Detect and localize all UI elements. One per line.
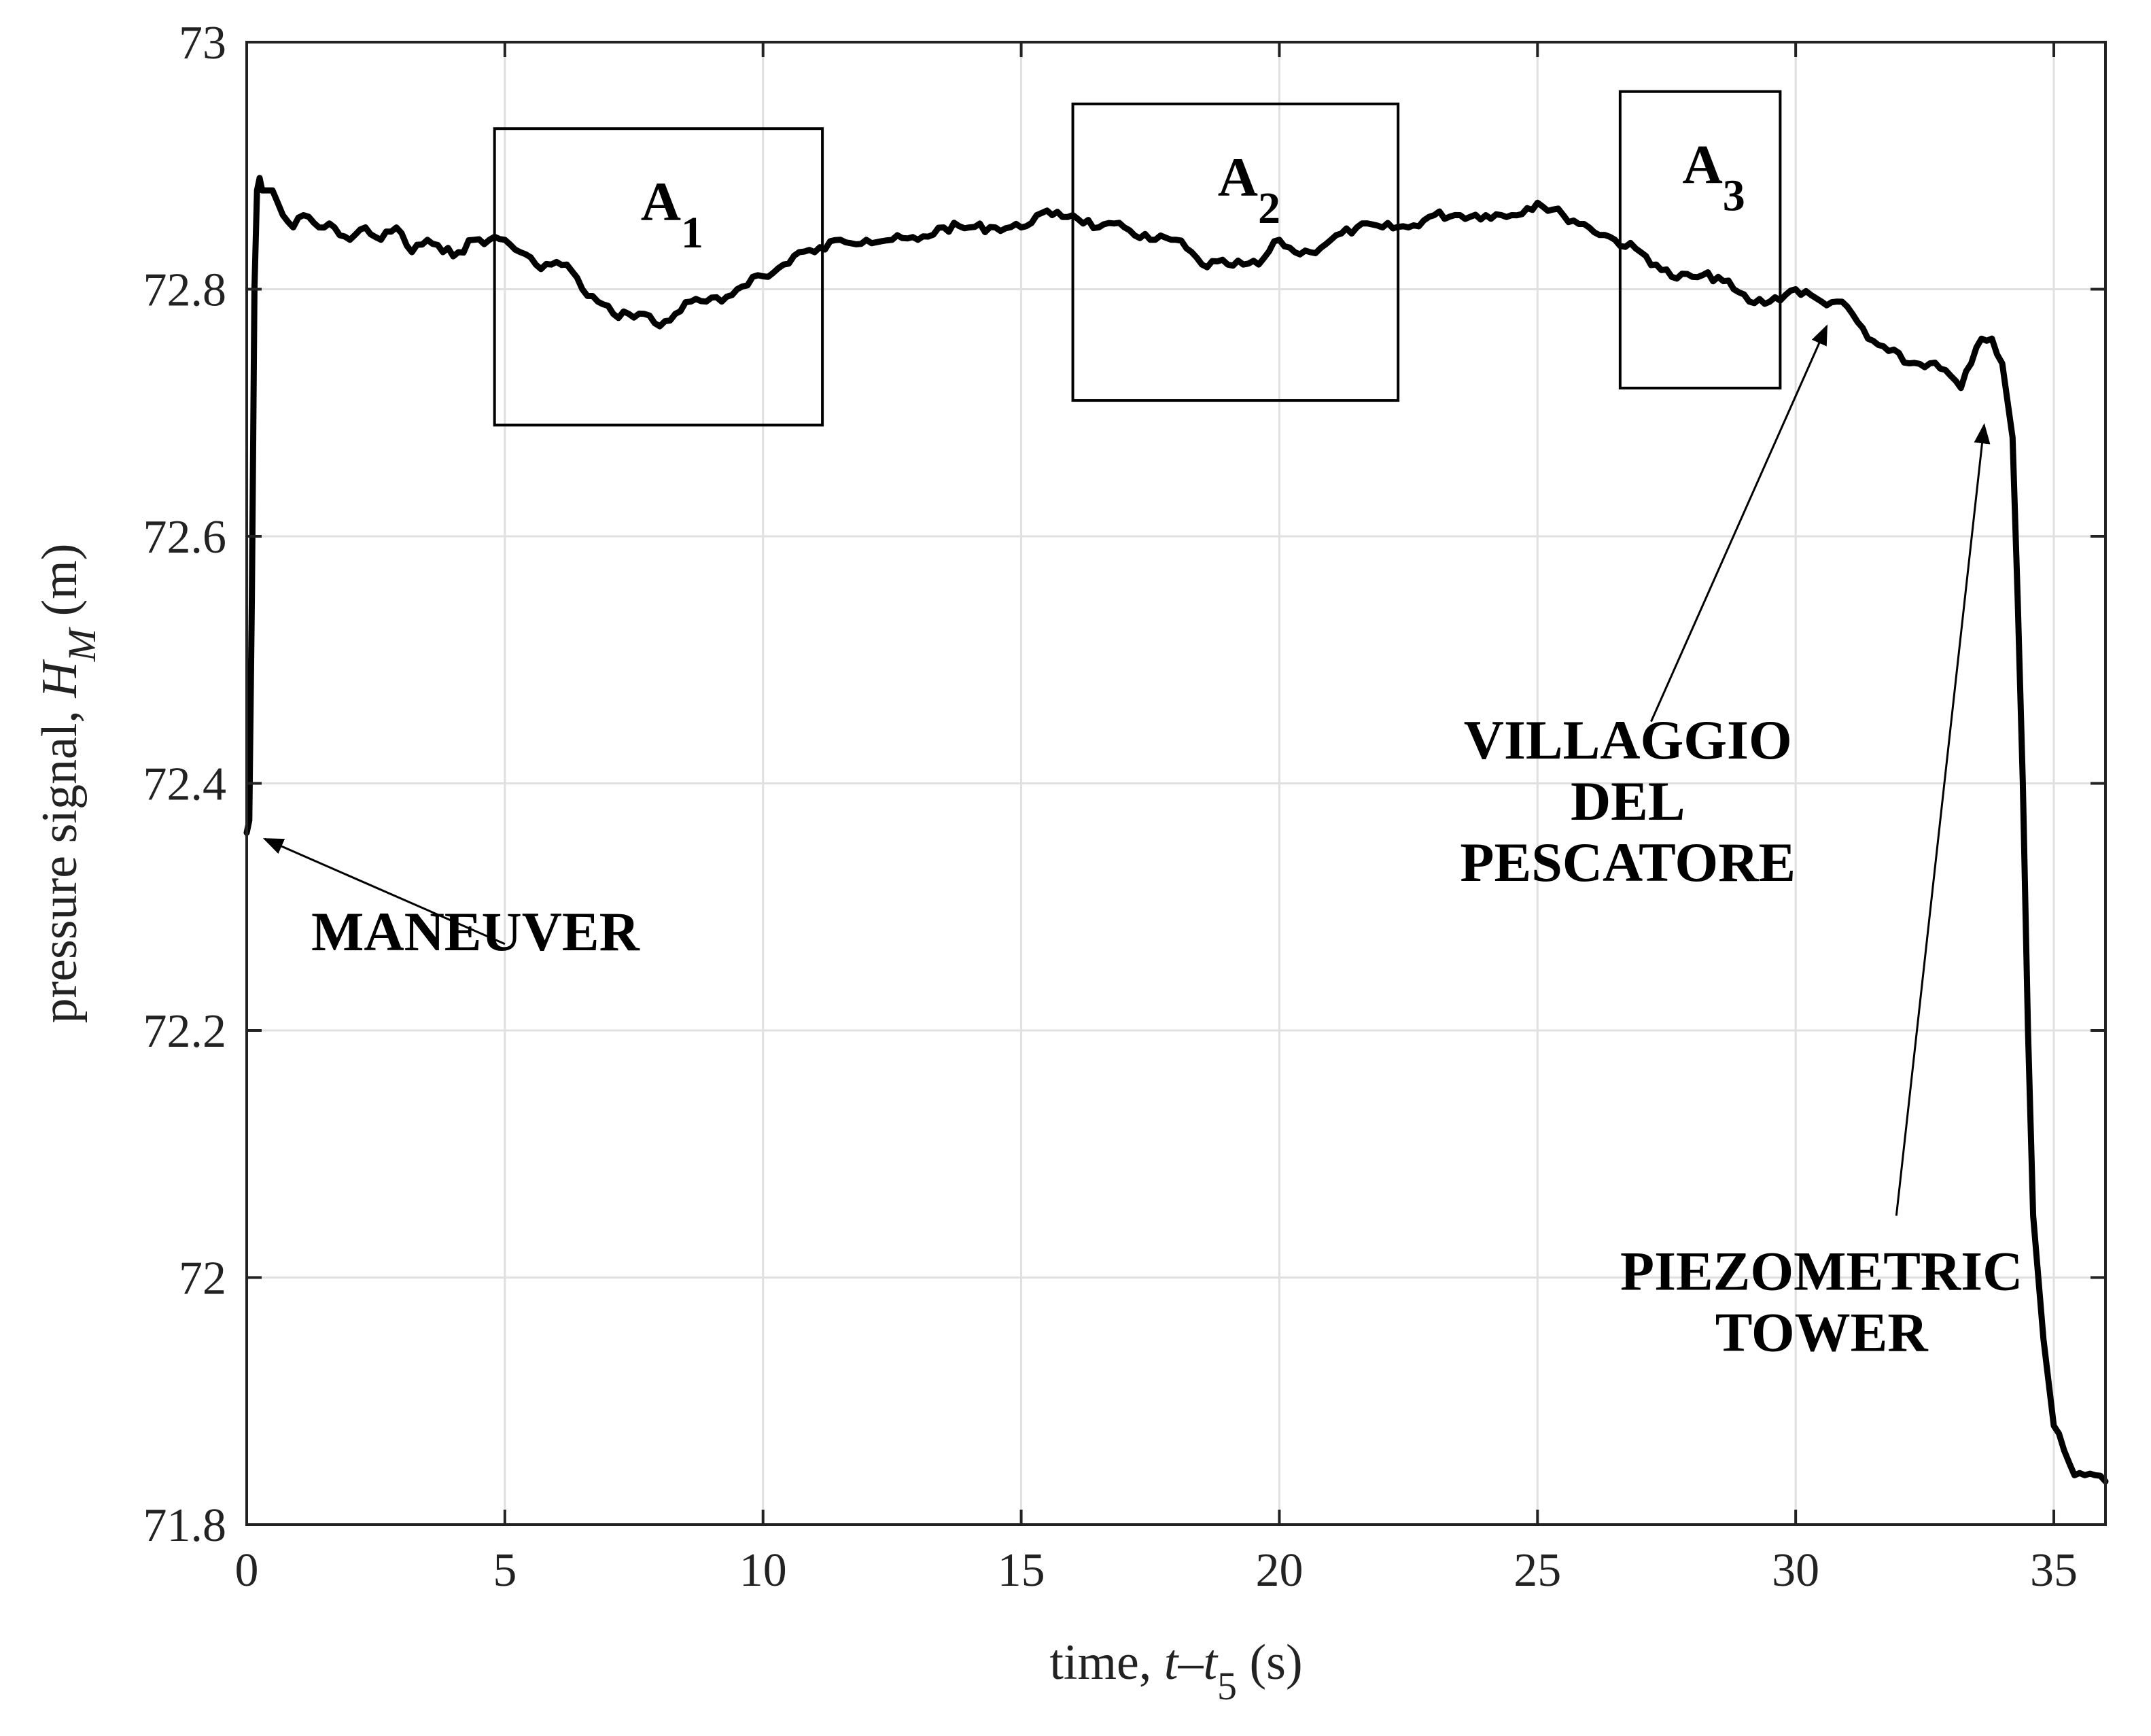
y-label-sub: M xyxy=(60,627,104,662)
y-axis-label: pressure signal, HM (m) xyxy=(32,544,104,1024)
y-tick-label: 72.6 xyxy=(143,511,227,563)
y-tick-label: 72.2 xyxy=(143,1005,227,1058)
x-tick-label: 0 xyxy=(235,1544,259,1597)
y-tick-label: 72.4 xyxy=(143,759,227,811)
annotation: MANEUVER xyxy=(262,837,640,962)
annotation-text: PESCATORE xyxy=(1460,831,1796,893)
annotation-arrow xyxy=(1895,423,1991,1216)
highlight-box xyxy=(493,127,824,427)
series-layer xyxy=(243,175,2109,1485)
annotation-arrow xyxy=(262,837,506,945)
x-label-unit: (s) xyxy=(1237,1635,1303,1690)
x-axis-label: time, t–t5 (s) xyxy=(1049,1635,1302,1708)
annotation-text: MANEUVER xyxy=(311,901,640,962)
annotation-text: PIEZOMETRIC xyxy=(1620,1240,2023,1302)
x-tick-label: 5 xyxy=(493,1544,517,1597)
annotations: MANEUVERVILLAGGIODELPESCATOREPIEZOMETRIC… xyxy=(262,324,2023,1364)
annotation-text: VILLAGGIO xyxy=(1464,709,1792,771)
x-label-var2: t xyxy=(1203,1635,1219,1690)
annotation-text: TOWER xyxy=(1715,1302,1929,1364)
y-tick-label: 71.8 xyxy=(143,1499,227,1552)
box-label: A3 xyxy=(1683,134,1745,221)
annotation-arrow xyxy=(1650,324,1828,723)
x-tick-label: 10 xyxy=(739,1544,787,1597)
y-label-unit: (m) xyxy=(32,544,88,629)
series-line xyxy=(243,175,2109,1485)
x-tick-label: 35 xyxy=(2030,1544,2078,1597)
x-tick-label: 30 xyxy=(1772,1544,1819,1597)
highlight-box xyxy=(1071,102,1400,402)
ticks: 0 5 10 15 20 25 30 35 71.8 72 72.2 72.4 72.6 72.8 73 xyxy=(143,17,2105,1597)
x-label-var: t xyxy=(1164,1635,1180,1690)
x-tick-label: 25 xyxy=(1514,1544,1561,1597)
x-tick-label: 15 xyxy=(998,1544,1045,1597)
y-tick-label: 72 xyxy=(179,1253,226,1305)
y-tick-label: 72.8 xyxy=(143,264,227,317)
y-tick-label: 73 xyxy=(179,17,226,69)
x-label-prefix: time, xyxy=(1049,1635,1164,1690)
highlight-box xyxy=(1618,90,1782,389)
y-label-prefix: pressure signal, xyxy=(32,698,88,1024)
x-tick-label: 20 xyxy=(1255,1544,1303,1597)
x-label-sub: 5 xyxy=(1217,1664,1237,1708)
box-label: A1 xyxy=(641,171,703,258)
annotation-text: DEL xyxy=(1571,770,1685,832)
x-label-dash: – xyxy=(1177,1635,1204,1690)
box-label: A2 xyxy=(1218,146,1280,233)
highlight-boxes: A1 A2 A3 xyxy=(493,90,1782,427)
y-label-var: H xyxy=(32,659,88,699)
